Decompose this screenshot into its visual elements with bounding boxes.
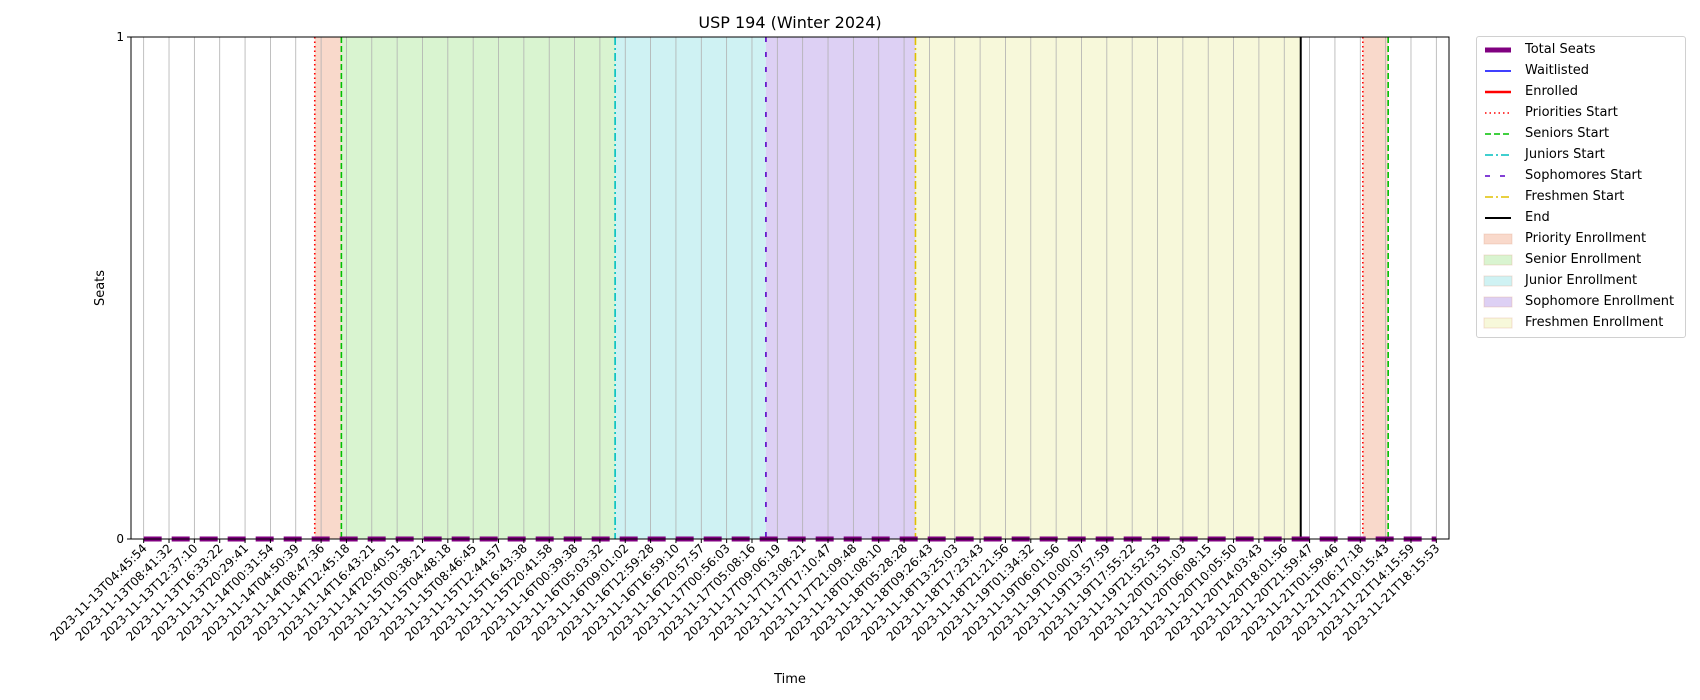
legend-item: Junior Enrollment: [1483, 270, 1679, 291]
legend-label: Junior Enrollment: [1525, 273, 1638, 288]
enrollment-regions: [314, 37, 1389, 539]
region-4: [915, 37, 1301, 539]
legend-item: Enrolled: [1483, 81, 1679, 102]
legend-label: Senior Enrollment: [1525, 252, 1642, 267]
legend-item: Total Seats: [1483, 39, 1679, 60]
legend-label: Waitlisted: [1525, 63, 1590, 78]
legend-item: Priority Enrollment: [1483, 228, 1679, 249]
chart-title: USP 194 (Winter 2024): [698, 13, 881, 32]
legend-label: Priorities Start: [1525, 105, 1618, 120]
region-5: [1362, 37, 1389, 539]
legend-swatch: [1485, 90, 1511, 93]
region-1: [341, 37, 616, 539]
legend-swatch: [1485, 174, 1511, 177]
legend-item: Freshmen Enrollment: [1483, 312, 1679, 333]
legend-label: Total Seats: [1525, 42, 1596, 57]
legend-label: Freshmen Start: [1525, 189, 1625, 204]
region-3: [765, 37, 916, 539]
legend-swatch: [1485, 153, 1511, 156]
legend-item: Sophomores Start: [1483, 165, 1679, 186]
legend-swatch: [1485, 216, 1511, 219]
legend-item: End: [1483, 207, 1679, 228]
legend-swatch: [1485, 69, 1511, 72]
legend-item: Priorities Start: [1483, 102, 1679, 123]
legend-item: Juniors Start: [1483, 144, 1679, 165]
vertical-gridlines: [143, 37, 1437, 539]
legend-item: Waitlisted: [1483, 60, 1679, 81]
legend-item: Seniors Start: [1483, 123, 1679, 144]
chart-legend: Total Seats Waitlisted Enrolled Priorities …: [1476, 36, 1686, 338]
legend-swatch: [1483, 317, 1513, 328]
region-2: [615, 37, 766, 539]
legend-label: Sophomore Enrollment: [1525, 294, 1675, 309]
axes: 2023-11-13T04:45:542023-11-13T08:41:3220…: [47, 30, 1442, 644]
legend-swatch: [1483, 233, 1513, 244]
legend-item: Freshmen Start: [1483, 186, 1679, 207]
legend-swatch: [1483, 254, 1513, 265]
legend-item: Senior Enrollment: [1483, 249, 1679, 270]
legend-label: Enrolled: [1525, 84, 1578, 99]
legend-label: Sophomores Start: [1525, 168, 1642, 183]
y-axis-label: Seats: [93, 270, 108, 306]
legend-swatch: [1485, 132, 1511, 135]
phase-start-markers: [313, 37, 1389, 539]
legend-label: Juniors Start: [1525, 147, 1605, 162]
legend-label: End: [1525, 210, 1550, 225]
y-tick-label-1: 1: [116, 30, 124, 44]
legend-swatch: [1485, 111, 1511, 114]
legend-label: Priority Enrollment: [1525, 231, 1647, 246]
y-tick-label-0: 0: [116, 532, 124, 546]
legend-item: Sophomore Enrollment: [1483, 291, 1679, 312]
legend-swatch: [1483, 296, 1513, 307]
x-axis-label: Time: [773, 672, 806, 687]
region-0: [314, 37, 342, 539]
legend-swatch: [1485, 195, 1511, 198]
legend-swatch: [1483, 275, 1513, 286]
legend-swatch: [1485, 47, 1511, 52]
legend-label: Freshmen Enrollment: [1525, 315, 1664, 330]
plot-area-frame: [130, 36, 1450, 540]
legend-label: Seniors Start: [1525, 126, 1610, 141]
